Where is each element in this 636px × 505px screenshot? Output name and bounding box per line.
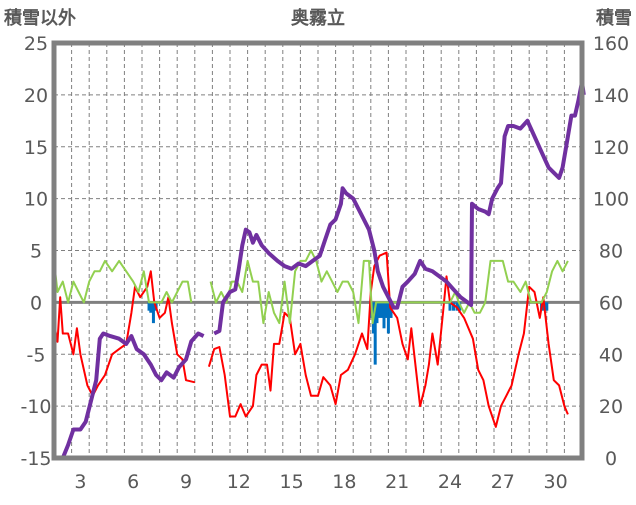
precipitation-bar <box>385 302 389 318</box>
precipitation-bar <box>375 302 379 324</box>
x-tick-label: 30 <box>544 471 568 493</box>
right-tick-label: 120 <box>593 137 629 159</box>
left-tick-label: 5 <box>30 241 42 263</box>
precipitation-bar <box>377 302 381 318</box>
right-axis-title: 積雪 <box>595 7 632 29</box>
series-lines <box>53 79 586 460</box>
left-tick-label: -10 <box>20 396 51 418</box>
right-tick-label: 40 <box>599 344 623 366</box>
right-tick-label: 0 <box>605 448 617 470</box>
left-tick-label: 25 <box>24 33 48 55</box>
left-tick-label: 10 <box>24 189 48 211</box>
x-tick-label: 9 <box>180 471 192 493</box>
green-series-line <box>53 249 569 325</box>
left-tick-label: 20 <box>24 85 48 107</box>
x-tick-label: 24 <box>438 471 462 493</box>
precipitation-bar <box>379 302 383 318</box>
left-axis-title: 積雪以外 <box>3 7 76 29</box>
precipitation-bar <box>149 302 153 313</box>
chart-title: 奥霧立 <box>291 7 345 29</box>
precipitation-bar <box>448 302 452 311</box>
right-tick-label: 80 <box>599 241 623 263</box>
precipitation-bar <box>545 302 549 311</box>
precipitation-bar <box>373 302 377 365</box>
precipitation-bar <box>382 302 386 329</box>
right-tick-label: 60 <box>599 292 623 314</box>
left-tick-label: -5 <box>27 344 46 366</box>
right-tick-label: 20 <box>599 396 623 418</box>
x-tick-label: 27 <box>491 471 515 493</box>
precipitation-bars <box>147 302 549 365</box>
precipitation-bar <box>151 302 155 324</box>
right-tick-label: 100 <box>593 189 629 211</box>
left-tick-label: 15 <box>24 137 48 159</box>
x-tick-label: 15 <box>280 471 304 493</box>
precipitation-bar <box>386 302 390 334</box>
left-tick-label: -15 <box>20 448 51 470</box>
x-tick-label: 21 <box>385 471 409 493</box>
left-tick-label: 0 <box>30 292 42 314</box>
snow-series-line <box>54 79 586 460</box>
right-tick-label: 140 <box>593 85 629 107</box>
x-tick-label: 3 <box>74 471 86 493</box>
x-tick-label: 18 <box>332 471 356 493</box>
right-tick-label: 160 <box>593 33 629 55</box>
precipitation-bar <box>458 302 462 311</box>
x-tick-label: 12 <box>227 471 251 493</box>
tick-labels: 25 20 15 10 5 0 -5 -10 -15 160 140 120 100 80 60 40 20 0 3… <box>20 33 629 493</box>
precipitation-bar <box>147 302 151 311</box>
precipitation-bar <box>452 302 456 311</box>
x-tick-label: 6 <box>127 471 139 493</box>
plot-frame <box>51 40 585 461</box>
